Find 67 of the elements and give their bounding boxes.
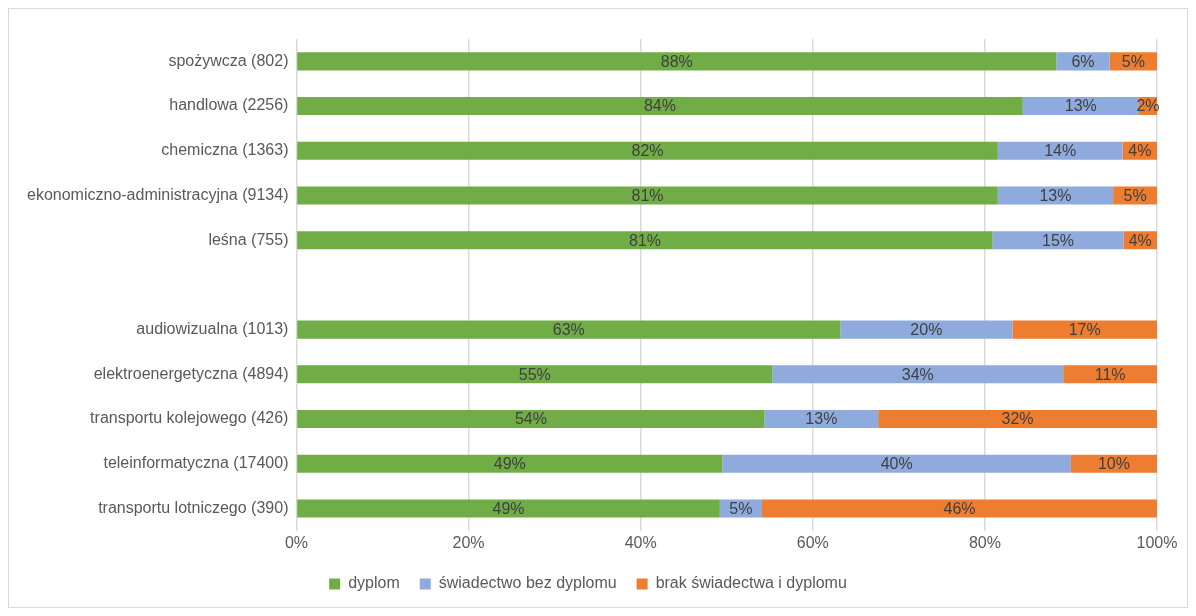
x-tick-label: 80% (968, 533, 1001, 551)
bar (297, 409, 765, 429)
bar (840, 320, 1013, 339)
x-tick-label: 100% (1136, 533, 1178, 551)
bar (297, 454, 723, 473)
data-label: 81% (628, 231, 661, 249)
bar (297, 365, 773, 384)
y-tick-label: teleinformatyczna (17400) (103, 454, 289, 472)
legend-label: świadectwo bez dyplomu (438, 574, 617, 592)
data-label: 13% (805, 410, 838, 428)
bar (297, 186, 998, 205)
y-tick-label: handlowa (2256) (169, 96, 289, 114)
data-label: 88% (660, 52, 693, 70)
data-label: 40% (880, 455, 913, 473)
y-tick-label: transportu kolejowego (426) (90, 409, 289, 427)
data-label: 13% (1039, 186, 1072, 204)
data-label: 20% (910, 321, 943, 339)
data-label: 63% (552, 321, 585, 339)
data-label: 10% (1097, 455, 1130, 473)
bar (992, 231, 1124, 250)
bar (997, 141, 1123, 160)
data-label: 15% (1042, 231, 1075, 249)
y-tick-label: transportu lotniczego (390) (98, 498, 289, 516)
data-label: 54% (514, 410, 547, 428)
bar (762, 499, 1157, 518)
data-label: 5% (1121, 52, 1145, 70)
y-tick-label: spożywcza (802) (168, 51, 289, 69)
y-tick-label: audiowizualna (1013) (136, 320, 289, 338)
bar (297, 97, 1023, 116)
data-label: 49% (493, 455, 526, 473)
bar (297, 52, 1057, 71)
bar (722, 454, 1071, 473)
data-label: 5% (1123, 186, 1147, 204)
data-label: 34% (901, 365, 934, 383)
x-tick-label: 60% (796, 533, 829, 551)
data-label: 6% (1071, 52, 1095, 70)
data-label: 49% (492, 499, 525, 517)
x-tick-label: 40% (624, 533, 657, 551)
data-label: 46% (943, 499, 976, 517)
bar (297, 499, 720, 518)
data-label: 4% (1128, 142, 1152, 160)
data-label: 32% (1001, 410, 1034, 428)
y-tick-label: elektroenergetyczna (4894) (93, 364, 289, 382)
y-tick-label: leśna (755) (208, 230, 289, 248)
data-label: 81% (631, 186, 664, 204)
bar (997, 186, 1114, 205)
data-label: 17% (1068, 321, 1101, 339)
data-label: 55% (518, 365, 551, 383)
bar (297, 141, 998, 160)
bar (1012, 320, 1157, 339)
bar (297, 320, 841, 339)
y-tick-label: chemiczna (1363) (161, 141, 289, 159)
x-tick-label: 0% (284, 533, 309, 551)
bar (297, 231, 993, 250)
data-label: 84% (643, 97, 676, 115)
bar (772, 365, 1064, 384)
data-label: 11% (1094, 365, 1126, 383)
legend-label: dyplom (348, 574, 400, 592)
bar (878, 409, 1157, 429)
data-label: 5% (729, 499, 753, 517)
x-tick-label: 20% (452, 533, 485, 551)
y-tick-label: ekonomiczno-administracyjna (9134) (27, 185, 289, 203)
legend-label: brak świadectwa i dyplomu (655, 574, 847, 592)
data-label: 14% (1044, 142, 1077, 160)
data-label: 82% (631, 142, 664, 160)
data-label: 13% (1064, 97, 1097, 115)
data-label: 4% (1128, 231, 1152, 249)
